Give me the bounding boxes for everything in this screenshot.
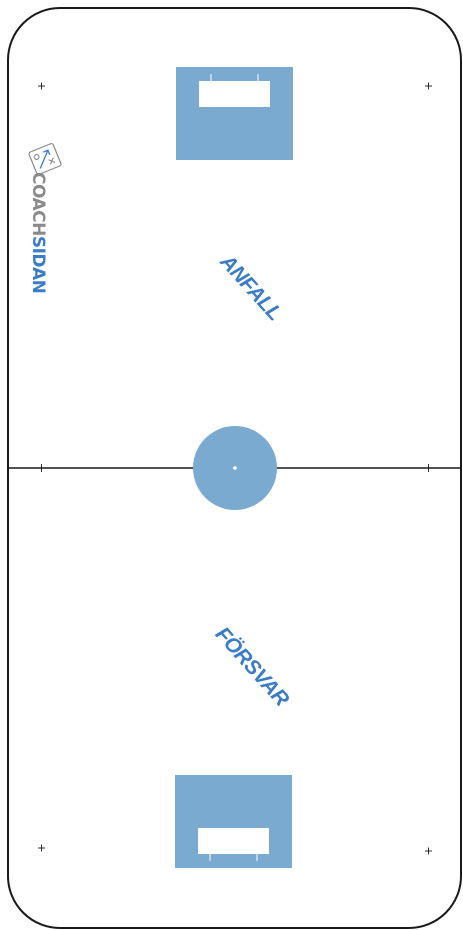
faceoff-marker-top-left [38, 82, 45, 90]
faceoff-marker-bottom-right [425, 847, 432, 855]
center-spot [233, 466, 237, 470]
brand-wordmark: COACHSIDAN [28, 172, 48, 293]
top-goal-crease [199, 81, 270, 107]
tactics-board-icon [28, 143, 62, 175]
brand-part-sidan: SIDAN [28, 236, 48, 294]
brand-part-coach: COACH [28, 172, 48, 236]
faceoff-marker-bottom-left [38, 844, 45, 852]
top-goal-area [176, 67, 293, 160]
bottom-goal-area [175, 775, 292, 868]
faceoff-marker-top-right [425, 82, 432, 90]
coachsidan-logo: COACHSIDAN [28, 143, 62, 293]
bottom-goal-crease [198, 828, 269, 854]
